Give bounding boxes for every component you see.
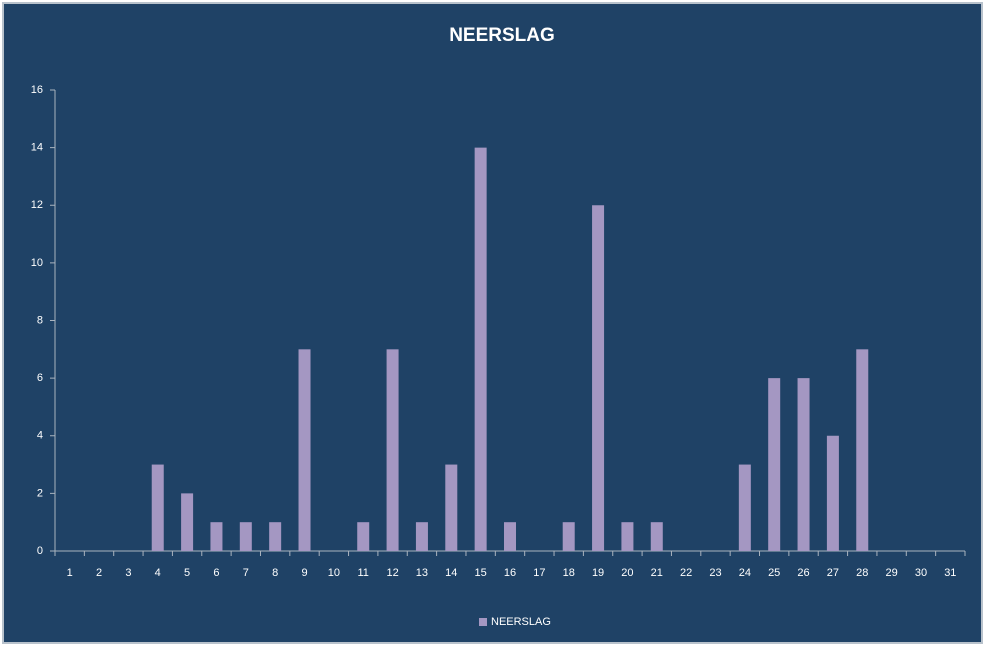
bar [738,464,751,551]
y-tick-label: 8 [37,314,43,326]
bar [592,205,605,551]
x-tick-label: 18 [563,567,575,579]
x-tick-label: 25 [768,567,780,579]
y-tick-label: 0 [37,545,43,557]
x-tick-label: 31 [944,567,956,579]
y-tick-label: 4 [37,430,43,442]
x-tick-label: 14 [445,567,457,579]
bar [386,349,399,551]
x-tick-label: 15 [475,567,487,579]
bar [210,522,223,551]
bar [445,464,458,551]
bar [181,493,194,551]
bar [474,147,487,551]
x-tick-label: 22 [680,567,692,579]
y-tick-label: 10 [31,257,43,269]
bar [269,522,282,551]
x-tick-label: 26 [797,567,809,579]
x-tick-label: 1 [67,567,73,579]
bar [239,522,252,551]
bar [415,522,428,551]
x-tick-label: 17 [533,567,545,579]
bar [151,464,164,551]
x-tick-label: 19 [592,567,604,579]
x-tick-label: 27 [827,567,839,579]
x-tick-label: 5 [184,567,190,579]
x-tick-label: 2 [96,567,102,579]
x-tick-label: 23 [709,567,721,579]
y-tick-label: 2 [37,487,43,499]
x-tick-label: 4 [155,567,161,579]
y-tick-label: 6 [37,372,43,384]
bar [562,522,575,551]
bar [856,349,869,551]
legend-label: NEERSLAG [491,616,551,628]
y-tick-label: 14 [31,142,43,154]
x-tick-label: 11 [358,567,369,579]
bar [797,378,810,551]
legend-swatch [479,618,487,626]
bar [298,349,311,551]
x-tick-label: 20 [621,567,633,579]
x-tick-label: 16 [504,567,516,579]
x-tick-label: 6 [213,567,219,579]
x-tick-label: 21 [651,567,663,579]
x-tick-label: 7 [243,567,249,579]
chart-title: NEERSLAG [449,25,555,46]
x-tick-label: 13 [416,567,428,579]
bar [768,378,781,551]
x-tick-label: 12 [386,567,398,579]
x-tick-label: 29 [885,567,897,579]
bar [621,522,634,551]
bar [650,522,663,551]
bar [826,435,839,551]
bar [357,522,370,551]
x-tick-label: 3 [125,567,131,579]
x-tick-label: 30 [915,567,927,579]
x-tick-label: 10 [328,567,340,579]
bar [504,522,516,551]
x-tick-label: 8 [272,567,278,579]
x-tick-label: 24 [739,567,751,579]
y-tick-label: 12 [31,199,43,211]
y-tick-label: 16 [31,84,43,96]
x-tick-label: 9 [301,567,307,579]
x-tick-label: 28 [856,567,868,579]
